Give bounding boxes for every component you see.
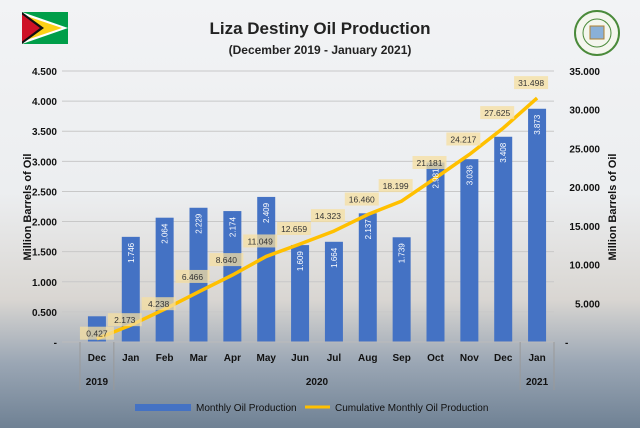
y2-tick-label: - (565, 338, 568, 349)
x-tick-label: Jan (122, 353, 139, 364)
bar-value-label: 3.408 (499, 142, 508, 163)
line-label-bg (175, 269, 210, 283)
guyana-flag-icon (22, 12, 68, 44)
bar (257, 196, 276, 342)
line-label-bg (79, 326, 114, 340)
line-label-bg (277, 221, 312, 235)
y-tick-label: 3.000 (32, 157, 57, 168)
line-label-bg (446, 132, 481, 146)
y2-tick-label: 35.000 (569, 67, 600, 78)
legend-cumulative: Cumulative Monthly Oil Production (335, 403, 488, 414)
chart-subtitle: (December 2019 - January 2021) (229, 43, 412, 57)
bar-value-label: 2.229 (195, 213, 204, 234)
line-value-label: 27.625 (484, 108, 510, 118)
line-value-label: 12.659 (281, 224, 307, 234)
y2-tick-label: 15.000 (569, 222, 600, 233)
chart-title: Liza Destiny Oil Production (209, 19, 430, 38)
y-tick-label: 1.500 (32, 248, 57, 259)
y2-tick-label: 30.000 (569, 106, 600, 117)
line-label-bg (344, 192, 379, 206)
line-value-label: 21.181 (417, 158, 443, 168)
year-label: 2021 (526, 377, 549, 388)
year-label: 2019 (86, 377, 109, 388)
y-tick-label: 4.500 (32, 67, 57, 78)
y-axis-label: Million Barrels of Oil (22, 154, 34, 261)
y2-tick-label: 5.000 (575, 299, 600, 310)
x-tick-label: Feb (156, 353, 174, 364)
bar-value-label: 1.664 (330, 247, 339, 268)
x-tick-label: Sep (392, 353, 410, 364)
y-tick-label: 1.000 (32, 278, 57, 289)
line-value-label: 31.498 (518, 78, 544, 88)
x-tick-label: May (256, 353, 276, 364)
y-tick-label: 0.500 (32, 308, 57, 319)
bar-value-label: 1.739 (398, 243, 407, 264)
line-value-label: 0.427 (86, 329, 108, 339)
line-value-label: 2.173 (114, 315, 136, 325)
bar (528, 108, 547, 342)
bar (291, 245, 310, 342)
y2-tick-label: 20.000 (569, 183, 600, 194)
y-tick-label: - (54, 338, 57, 349)
bar-value-label: 2.064 (161, 223, 170, 244)
line-value-label: 11.049 (248, 236, 274, 246)
bar-value-label: 2.137 (364, 219, 373, 240)
x-tick-label: Jul (327, 353, 342, 364)
bar-value-label: 3.873 (533, 114, 542, 135)
bar (324, 241, 343, 342)
line-value-label: 8.640 (216, 255, 238, 265)
bar (426, 162, 445, 342)
line-label-bg (107, 313, 142, 327)
line-label-bg (480, 106, 515, 120)
y2-tick-label: 10.000 (569, 261, 600, 272)
bar (358, 213, 377, 342)
line-label-bg (310, 209, 345, 223)
y-tick-label: 3.500 (32, 127, 57, 138)
line-label-bg (378, 179, 413, 193)
y2-tick-label: 25.000 (569, 144, 600, 155)
line-value-label: 16.460 (349, 195, 375, 205)
line-value-label: 6.466 (182, 272, 204, 282)
x-tick-label: Dec (88, 353, 107, 364)
line-label-bg (514, 76, 549, 90)
x-tick-label: Nov (460, 353, 479, 364)
line-value-label: 24.217 (450, 134, 476, 144)
bar-value-label: 2.409 (262, 202, 271, 223)
y2-axis-label: Million Barrels of Oil (607, 154, 619, 261)
line-value-label: 14.323 (315, 211, 341, 221)
x-tick-label: Mar (190, 353, 208, 364)
line-value-label: 4.238 (148, 299, 170, 309)
bar (494, 136, 513, 342)
x-tick-label: Apr (224, 353, 241, 364)
year-label: 2020 (306, 377, 329, 388)
line-value-label: 18.199 (383, 181, 409, 191)
legend: Monthly Oil Production Cumulative Monthl… (135, 403, 488, 414)
bar-value-label: 1.746 (127, 242, 136, 263)
bar-value-label: 2.981 (432, 168, 441, 189)
legend-bar-swatch (135, 404, 191, 411)
x-tick-label: Oct (427, 353, 444, 364)
x-tick-label: Dec (494, 353, 513, 364)
line-label-bg (243, 234, 278, 248)
y-tick-label: 2.500 (32, 187, 57, 198)
line-label-bg (141, 297, 176, 311)
line-label-bg (412, 155, 447, 169)
line-label-bg (209, 253, 244, 267)
bar (460, 159, 479, 342)
bar-value-label: 3.036 (465, 165, 474, 186)
x-tick-label: Jun (291, 353, 309, 364)
x-tick-label: Aug (358, 353, 377, 364)
bar-value-label: 2.174 (228, 217, 237, 238)
legend-monthly: Monthly Oil Production (196, 403, 297, 414)
y-tick-label: 2.000 (32, 218, 57, 229)
x-tick-label: Jan (528, 353, 545, 364)
ministry-seal-icon (574, 10, 620, 56)
bar (392, 237, 411, 342)
bar-value-label: 1.609 (296, 251, 305, 272)
y-tick-label: 4.000 (32, 97, 57, 108)
